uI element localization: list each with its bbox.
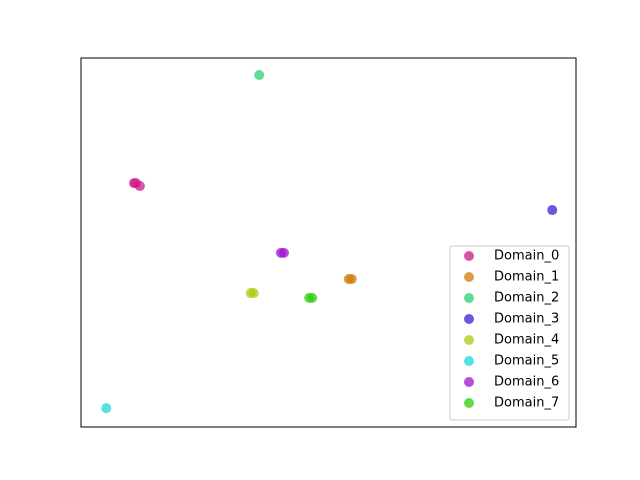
- legend-marker: [464, 335, 474, 345]
- legend-marker: [464, 251, 474, 261]
- point: [248, 288, 259, 299]
- legend-marker: [464, 293, 474, 303]
- axes-frame: [80, 57, 577, 428]
- legend-label: Domain_5: [494, 354, 559, 369]
- point: [278, 247, 289, 258]
- legend-label: Domain_1: [494, 270, 559, 285]
- point: [101, 403, 112, 414]
- legend-box: [449, 245, 570, 421]
- point: [254, 69, 265, 80]
- point: [307, 292, 318, 303]
- legend-label: Domain_0: [494, 249, 559, 264]
- legend-marker: [464, 314, 474, 324]
- legend-label: Domain_7: [494, 396, 559, 411]
- legend-marker: [464, 377, 474, 387]
- legend-label: Domain_6: [494, 375, 559, 390]
- point: [130, 178, 141, 189]
- point: [346, 274, 357, 285]
- legend-marker: [464, 398, 474, 408]
- legend-label: Domain_2: [494, 291, 559, 306]
- legend-label: Domain_4: [494, 333, 559, 348]
- point: [547, 205, 558, 216]
- legend-marker: [464, 356, 474, 366]
- legend-label: Domain_3: [494, 312, 559, 327]
- legend-marker: [464, 272, 474, 282]
